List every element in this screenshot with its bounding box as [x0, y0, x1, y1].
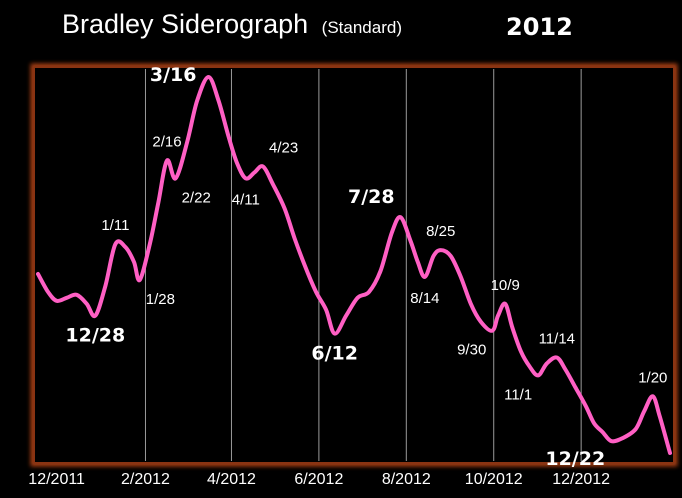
annotation-label: 7/28: [348, 186, 395, 208]
annotation-label: 4/11: [232, 191, 260, 208]
x-tick-label: 8/2012: [382, 471, 431, 488]
plot-frame: [33, 66, 675, 464]
annotation-label: 12/22: [545, 448, 605, 470]
x-tick-label: 12/2012: [552, 471, 610, 488]
x-tick-label: 6/2012: [294, 471, 343, 488]
annotation-label: 6/12: [311, 343, 358, 365]
series-group: [36, 75, 672, 455]
annotation-label: 11/14: [539, 331, 575, 348]
chart-title: Bradley Siderograph (Standard): [62, 9, 402, 39]
annotation-label: 4/23: [269, 140, 298, 157]
annotation-label: 1/28: [146, 291, 175, 308]
x-tick-label: 12/2011: [28, 471, 85, 488]
x-tick-label: 10/2012: [465, 471, 523, 488]
chart-title-year: 2012: [506, 13, 573, 41]
annotation-label: 2/22: [182, 189, 211, 206]
annotation-label: 11/1: [504, 386, 532, 403]
annotation-label: 1/11: [101, 217, 129, 234]
x-axis-ticks: 12/2011 2/2012 4/2012 6/2012 8/2012 10/2012 12…: [28, 471, 610, 488]
chart-title-main: Bradley Siderograph: [62, 9, 308, 39]
annotation-label: 10/9: [491, 277, 520, 294]
annotation-label: 3/16: [150, 64, 197, 86]
annotation-label: 12/28: [65, 325, 125, 347]
annotation-label: 8/14: [410, 290, 439, 307]
x-tick-label: 4/2012: [207, 471, 256, 488]
grid-lines: [144, 69, 582, 461]
annotations-group: 12/28 1/11 1/28 2/16 2/22 3/16 4/11 4/23 6/12 7/2…: [65, 64, 667, 470]
series-line-0: [36, 75, 672, 455]
annotation-label: 9/30: [457, 342, 486, 359]
x-tick-label: 2/2012: [121, 471, 170, 488]
chart-title-note: (Standard): [322, 18, 402, 37]
annotation-label: 2/16: [152, 134, 181, 151]
annotation-label: 8/25: [426, 223, 455, 240]
annotation-label: 1/20: [638, 369, 667, 386]
